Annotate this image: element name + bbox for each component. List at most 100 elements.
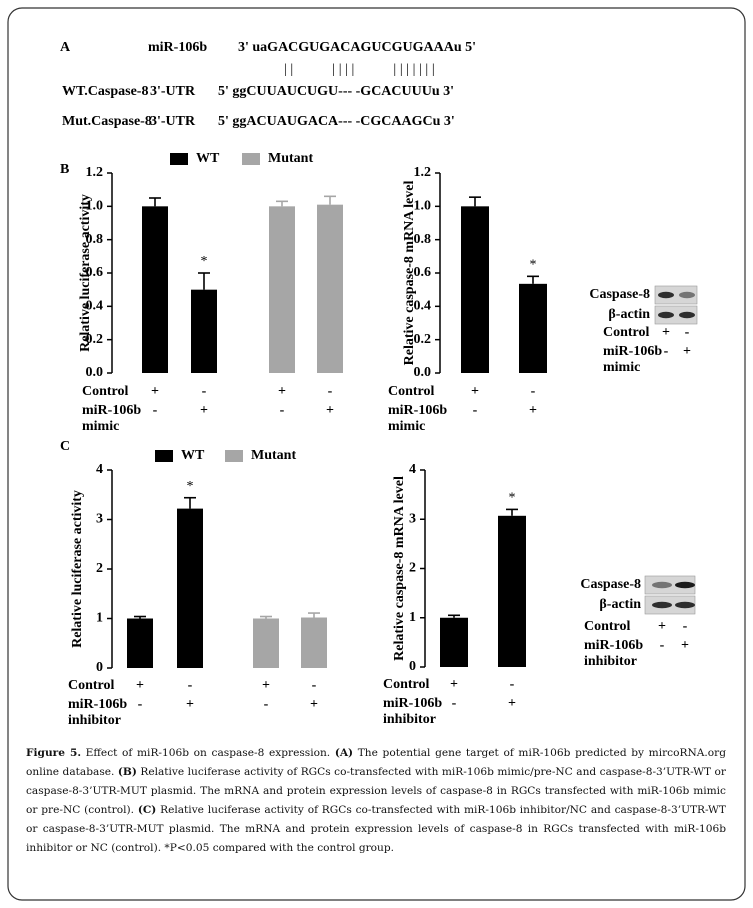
condition-sign: -	[473, 403, 478, 418]
condition-sign: -	[138, 697, 143, 712]
error-bar	[308, 612, 320, 618]
target-region: 3'-UTR	[150, 84, 196, 99]
condition-label: Control	[584, 619, 631, 634]
condition-sign: +	[662, 325, 670, 340]
condition-sign: -	[683, 619, 688, 634]
caption-text: Relative luciferase activity of RGCs co-…	[26, 766, 726, 816]
bar	[317, 204, 343, 373]
condition-sign: -	[264, 697, 269, 712]
condition-label: inhibitor	[383, 712, 436, 727]
target-name: WT.Caspase-8	[62, 84, 148, 99]
y-tick-label: 4	[96, 462, 103, 477]
error-bar	[260, 615, 272, 619]
bar	[177, 508, 203, 668]
y-axis-label: Relative luciferase activity	[70, 490, 85, 648]
y-tick-label: 0.6	[86, 265, 104, 280]
y-tick-label: 4	[409, 462, 416, 477]
error-bar	[527, 275, 539, 284]
error-bar	[184, 496, 196, 509]
condition-label: Control	[603, 325, 650, 340]
condition-label: Control	[68, 678, 115, 693]
condition-sign: +	[310, 697, 318, 712]
blot-row	[654, 305, 698, 325]
significance-mark: *	[201, 254, 208, 269]
error-bar	[276, 200, 288, 207]
y-tick-label: 2	[96, 561, 103, 576]
bar	[253, 618, 279, 668]
y-tick-label: 3	[96, 512, 103, 527]
bar	[127, 618, 153, 668]
condition-sign: -	[153, 403, 158, 418]
blot-row-label: Caspase-8	[589, 287, 650, 302]
blot-band	[652, 601, 672, 609]
error-bar	[469, 196, 481, 207]
blot-row-label: β-actin	[608, 307, 650, 322]
blot-band	[652, 581, 672, 589]
condition-sign: -	[531, 384, 536, 399]
condition-label: miR-106b	[388, 403, 447, 418]
condition-label: miR-106b	[383, 696, 442, 711]
condition-label: mimic	[388, 419, 425, 434]
condition-sign: +	[508, 696, 516, 711]
condition-label: inhibitor	[68, 713, 121, 728]
mirna-sequence: 3' uaGACGUGACAGUCGUGAAAu 5'	[238, 40, 476, 55]
blot-band	[675, 601, 695, 609]
caption: Figure 5. Effect of miR-106b on caspase-…	[26, 744, 726, 858]
condition-sign: -	[685, 325, 690, 340]
y-tick-label: 3	[409, 511, 416, 526]
y-tick-label: 1.2	[86, 165, 104, 180]
error-bar	[448, 614, 460, 618]
condition-label: Control	[383, 677, 430, 692]
condition-sign: +	[471, 384, 479, 399]
condition-label: mimic	[82, 419, 119, 434]
condition-sign: -	[202, 384, 207, 399]
caption-text: Relative luciferase activity of RGCs co-…	[26, 804, 726, 854]
blot-band	[658, 311, 674, 319]
significance-mark: *	[530, 258, 537, 273]
y-tick-label: 1	[409, 610, 416, 625]
condition-sign: -	[312, 678, 317, 693]
condition-sign: +	[658, 619, 666, 634]
y-tick-label: 1.2	[414, 165, 432, 180]
y-tick-label: 0	[409, 659, 416, 674]
panel-label: A	[60, 40, 71, 55]
mirna-name: miR-106b	[148, 40, 207, 55]
blot-band	[675, 581, 695, 589]
caption-text: Effect of miR-106b on caspase-8 expressi…	[81, 747, 335, 759]
y-tick-label: 0.4	[86, 299, 104, 314]
condition-sign: -	[660, 638, 665, 653]
blot-row-label: Caspase-8	[580, 577, 641, 592]
condition-label: mimic	[603, 360, 640, 375]
y-tick-label: 0.2	[86, 332, 104, 347]
y-tick-label: 1	[96, 611, 103, 626]
caption-text: The potential gene target of miR-106b pr…	[26, 747, 726, 778]
error-bar	[198, 272, 210, 290]
border	[7, 7, 746, 901]
condition-sign: -	[664, 344, 669, 359]
legend-label: Mutant	[251, 448, 296, 463]
pairing: || |||| |||||||	[284, 62, 438, 77]
condition-label: inhibitor	[584, 654, 637, 669]
bar	[498, 515, 526, 667]
caption-text: (A)	[334, 747, 354, 759]
blot-row-label: β-actin	[599, 597, 641, 612]
condition-label: Control	[388, 384, 435, 399]
condition-sign: +	[681, 638, 689, 653]
y-tick-label: 0.6	[414, 265, 432, 280]
condition-sign: -	[280, 403, 285, 418]
error-bar	[149, 197, 161, 207]
legend-label: WT	[196, 151, 220, 166]
caption-text: (B)	[117, 766, 137, 778]
error-bar	[506, 508, 518, 516]
blot-band	[679, 291, 695, 299]
y-axis-label: Relative caspase-8 mRNA level	[392, 476, 407, 661]
legend-label: WT	[181, 448, 205, 463]
bar	[440, 617, 468, 667]
caption-text: Figure 5.	[26, 747, 82, 759]
bar	[519, 283, 547, 373]
condition-sign: +	[151, 384, 159, 399]
y-tick-label: 0.2	[414, 332, 432, 347]
bar	[301, 617, 327, 668]
caption-text: (C)	[137, 804, 157, 816]
